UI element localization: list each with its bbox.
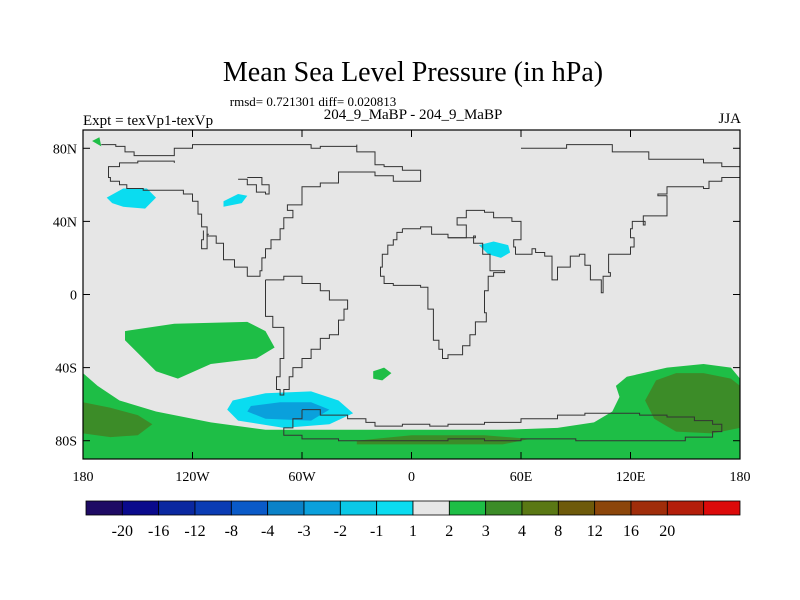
colorbar-label: 16 [623,523,639,540]
region-olive-south-west [83,402,153,438]
region-green-south-pacific [125,321,275,379]
y-tick-label: 80N [53,142,77,157]
x-tick-label: 120E [616,470,646,485]
region-olive-weddell [356,435,531,445]
x-tick-label: 0 [408,470,415,485]
colorbar-swatch [194,500,232,516]
x-tick-label: 60E [510,470,533,485]
region-green-south-atlantic [373,367,392,381]
colorbar-swatch [557,500,596,516]
x-tick-label: 180 [730,470,751,485]
coast-south-america [265,275,349,396]
colorbar-swatch [448,500,487,516]
region-olive-south-east [645,373,740,434]
y-tick-label: 40N [53,215,77,230]
colorbar-label: -3 [297,523,310,540]
colorbar-label: 4 [518,523,526,540]
x-tick-label: 180 [73,470,94,485]
colorbar-swatch [666,500,705,516]
colorbar-label: -2 [334,523,347,540]
coast-hudson [238,177,270,195]
season-label: JJA [718,111,741,127]
region-green-south-band [83,364,740,459]
colorbar-label: -8 [225,523,238,540]
colorbar-swatch [412,500,450,516]
colorbar: -20 -16 -12 -8 -4 -3 -2 -1 1 2 3 4 8 12 16 20 [85,500,741,540]
colorbar-swatch [703,500,741,516]
colorbar-swatch [230,500,269,516]
colorbar-label: 12 [587,523,603,540]
y-axis: 80N 40N 0 40S 80S [53,142,740,450]
region-cyan-central-asia [479,241,511,258]
coast-north-america [101,144,422,277]
map-plot: 180 120W 60W 0 60E 120E 180 80N 40N 0 40S 80S [53,129,751,485]
coast-asia [448,173,741,294]
colorbar-swatch [376,500,414,516]
colorbar-swatch [630,500,668,516]
colorbar-label: 2 [445,523,453,540]
experiment-label: Expt = texVp1-texVp [83,113,213,129]
colorbar-swatch [594,500,632,516]
y-tick-label: 0 [70,289,77,304]
pressure-regions [83,137,740,459]
x-axis: 180 120W 60W 0 60E 120E 180 [73,130,751,485]
stats-label: rmsd= 0.721301 diff= 0.020813 [230,94,396,109]
coast-eurasia-africa [380,226,506,359]
colorbar-label: -16 [148,523,169,540]
colorbar-swatch [303,500,341,516]
colorbar-label: 20 [659,523,675,540]
x-tick-label: 120W [175,470,210,485]
y-tick-label: 40S [55,362,77,377]
colorbar-label: -1 [370,523,383,540]
colorbar-label: -12 [184,523,205,540]
colorbar-swatch [339,500,378,516]
coastlines [101,144,741,442]
colorbar-swatch [158,500,196,516]
colorbar-label: 1 [409,523,417,540]
colorbar-swatch [521,500,559,516]
colorbar-swatch [85,500,123,516]
coast-antarctica [283,409,723,442]
region-cyan-north-pacific [106,188,156,209]
region-blue-south-pacific-inner [247,402,330,421]
region-cyan-north-america [223,194,248,207]
colorbar-label: 8 [554,523,562,540]
x-tick-label: 60W [288,470,316,485]
chart-title: Mean Sea Level Pressure (in hPa) [223,57,603,88]
colorbar-label: 3 [482,523,490,540]
coast-mexico-inner [201,230,209,250]
colorbar-label: -20 [112,523,133,540]
period-label: 204_9_MaBP - 204_9_MaBP [324,107,503,123]
colorbar-label: -4 [261,523,274,540]
y-tick-label: 80S [55,435,77,450]
region-green-arctic [92,137,102,147]
colorbar-swatch [485,500,523,516]
coast-siberia [521,144,740,168]
colorbar-swatch [267,500,305,516]
colorbar-swatch [121,500,160,516]
